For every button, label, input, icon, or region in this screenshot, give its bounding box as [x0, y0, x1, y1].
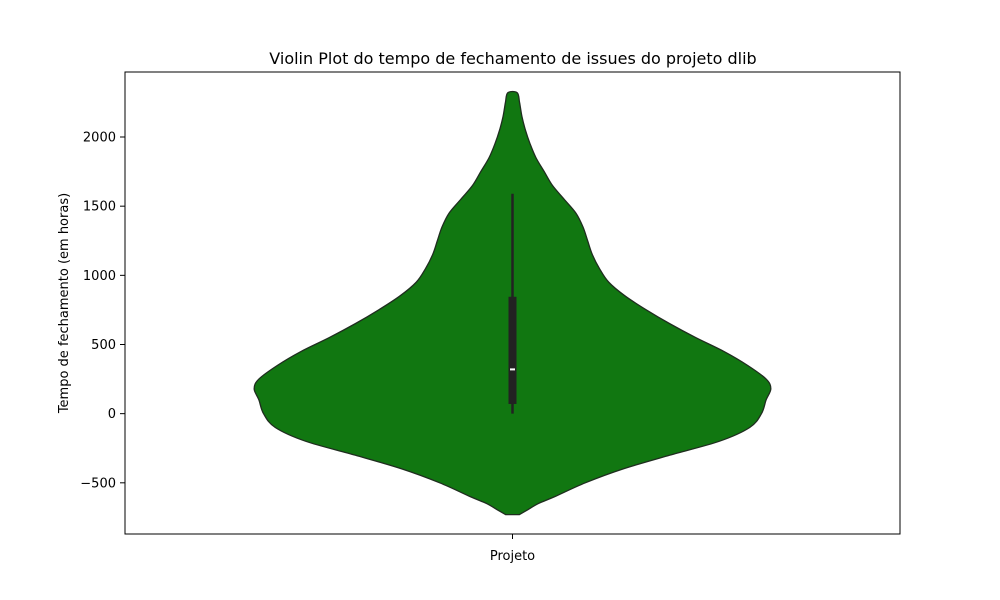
plot-area	[124, 71, 901, 535]
y-tick-label: 1000	[83, 269, 116, 284]
chart-title: Violin Plot do tempo de fechamento de is…	[269, 49, 756, 68]
y-tick-label: 1500	[83, 200, 116, 215]
y-tick-label: −500	[80, 476, 116, 491]
x-axis-label: Projeto	[490, 549, 535, 564]
y-tick-label: 2000	[83, 131, 116, 146]
y-tick-label: 0	[108, 407, 116, 422]
y-axis-label: Tempo de fechamento (em horas)	[57, 193, 72, 414]
box-iqr	[508, 296, 517, 404]
y-tick-label: 500	[91, 338, 116, 353]
y-axis: −500 0 500 1000 1500 2000	[80, 131, 125, 491]
